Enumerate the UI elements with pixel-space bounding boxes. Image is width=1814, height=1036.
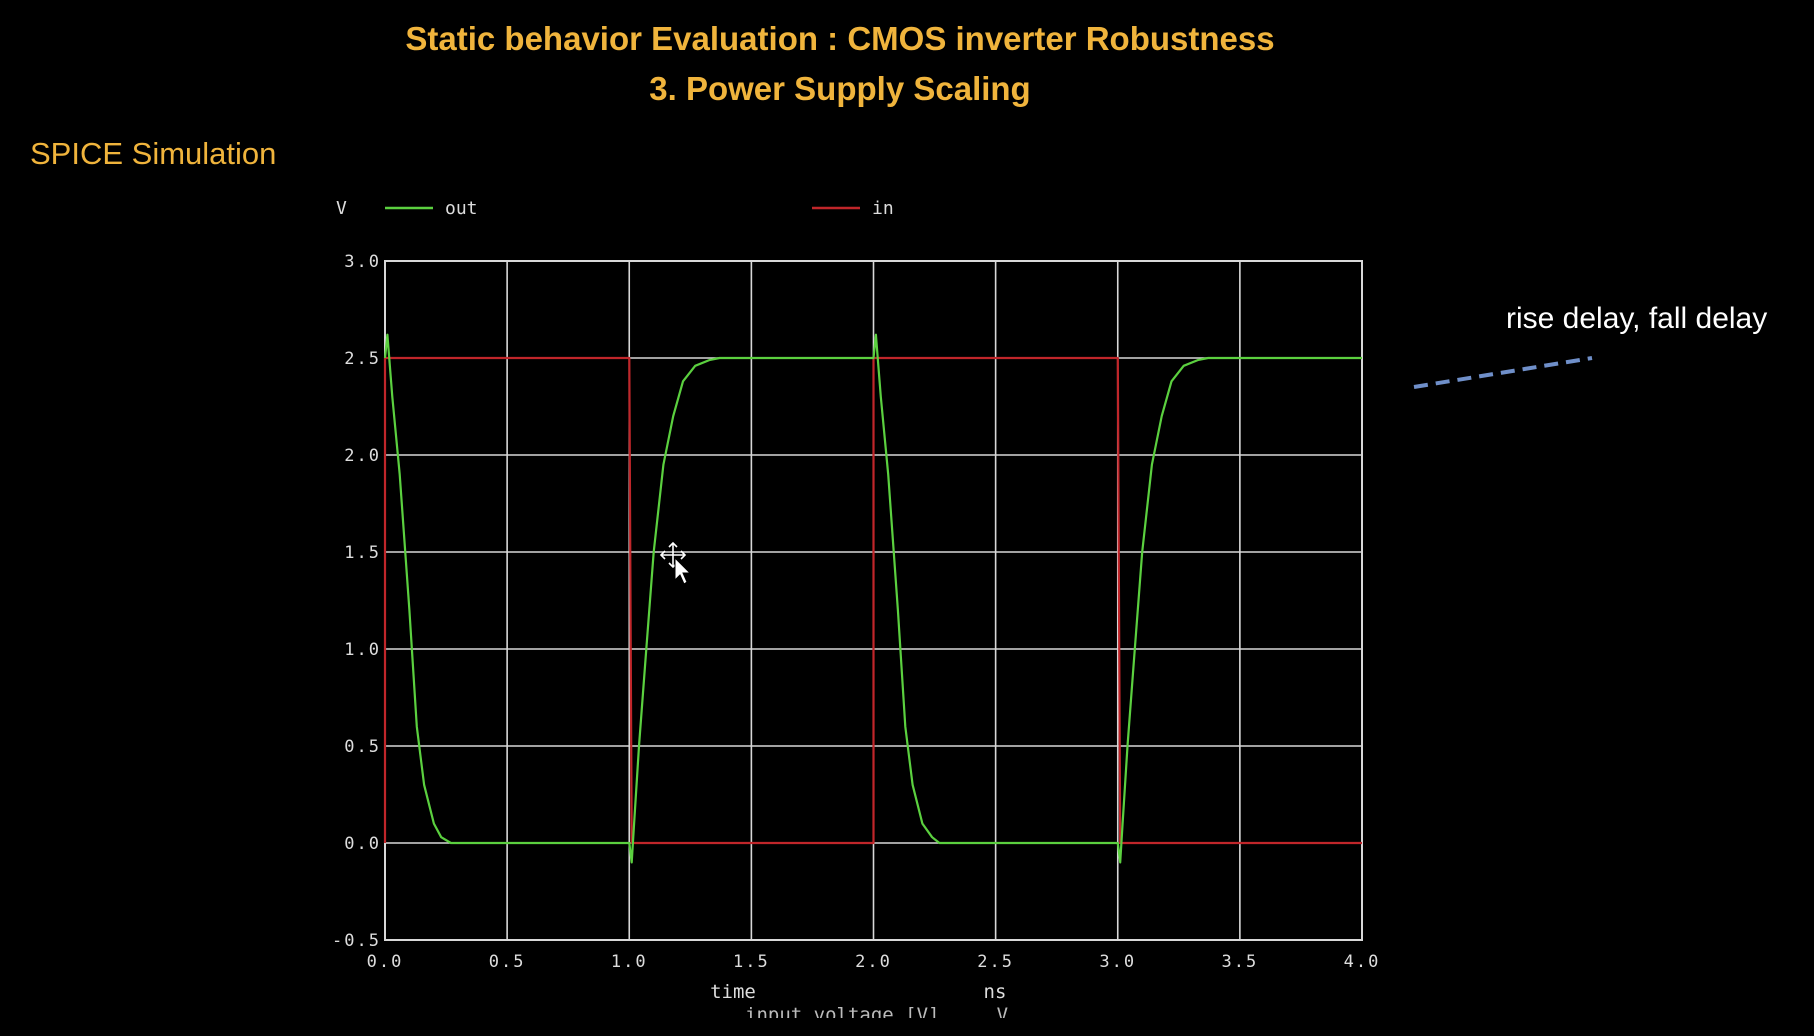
x-tick-label: 2.0: [855, 952, 892, 972]
slide-subtitle: 3. Power Supply Scaling: [649, 70, 1031, 107]
x-axis-label: time: [710, 981, 756, 1003]
series-line-in: [383, 356, 1362, 845]
mouse-cursor-icon: [659, 541, 691, 585]
below-caption: input voltage [V] V: [745, 1004, 1009, 1018]
legend-label-in: in: [872, 198, 894, 219]
y-tick-label: 2.5: [344, 349, 381, 369]
x-tick-label: 1.5: [733, 952, 770, 972]
x-tick-label: 3.5: [1222, 952, 1259, 972]
y-tick-label: 3.0: [344, 252, 381, 272]
legend-label-out: out: [445, 198, 478, 219]
series-line-out: [383, 333, 1362, 864]
x-tick-label: 2.5: [977, 952, 1014, 972]
arrow-pointer-icon: [674, 556, 691, 585]
chart-series: [383, 333, 1362, 864]
chart-axes: 0.0 0.5 1.0 1.5 2.0 2.5 3.0 3.5 4.0 3.0 2.5 2.0 1.5 1…: [332, 198, 1381, 1003]
move-icon: [659, 541, 687, 569]
x-tick-label: 4.0: [1344, 952, 1381, 972]
y-tick-label: 0.0: [344, 834, 381, 854]
y-tick-label: 1.5: [344, 543, 381, 563]
x-tick-label: 0.0: [367, 952, 404, 972]
x-axis-unit: ns: [984, 981, 1007, 1003]
y-tick-label: 2.0: [344, 446, 381, 466]
x-tick-label: 3.0: [1099, 952, 1136, 972]
x-tick-label: 0.5: [489, 952, 526, 972]
slide-title: Static behavior Evaluation : CMOS invert…: [405, 20, 1275, 57]
y-tick-label: 0.5: [344, 737, 381, 757]
section-label: SPICE Simulation: [30, 136, 277, 171]
x-tick-label: 1.0: [611, 952, 648, 972]
y-tick-label: 1.0: [344, 640, 381, 660]
annotation-text: rise delay, fall delay: [1506, 302, 1768, 335]
y-axis-label: V: [336, 198, 347, 219]
annotation-arrow: [1413, 356, 1593, 389]
chart-legend: out in: [385, 198, 894, 219]
y-tick-label: -0.5: [332, 931, 381, 951]
